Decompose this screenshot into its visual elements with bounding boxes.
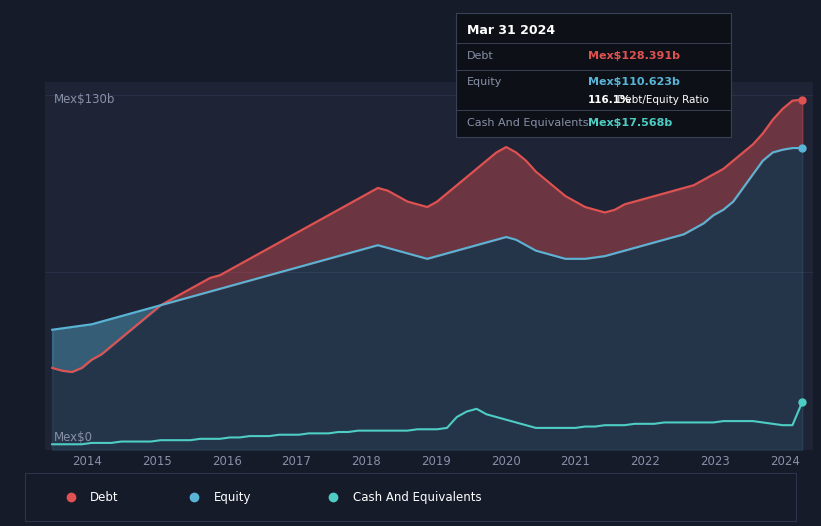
Text: Mex$0: Mex$0 — [54, 431, 94, 444]
Text: Mex$130b: Mex$130b — [54, 93, 116, 106]
Text: Equity: Equity — [466, 77, 502, 87]
Text: Equity: Equity — [213, 491, 251, 503]
Text: Debt/Equity Ratio: Debt/Equity Ratio — [614, 95, 709, 105]
Text: Mex$17.568b: Mex$17.568b — [588, 118, 672, 128]
Text: Debt: Debt — [466, 52, 493, 62]
Text: Debt: Debt — [90, 491, 119, 503]
Text: Mex$128.391b: Mex$128.391b — [588, 52, 680, 62]
Text: Mex$110.623b: Mex$110.623b — [588, 77, 680, 87]
Text: Cash And Equivalents: Cash And Equivalents — [466, 118, 588, 128]
Text: Cash And Equivalents: Cash And Equivalents — [353, 491, 481, 503]
Text: 116.1%: 116.1% — [588, 95, 631, 105]
Text: Mar 31 2024: Mar 31 2024 — [466, 24, 555, 37]
